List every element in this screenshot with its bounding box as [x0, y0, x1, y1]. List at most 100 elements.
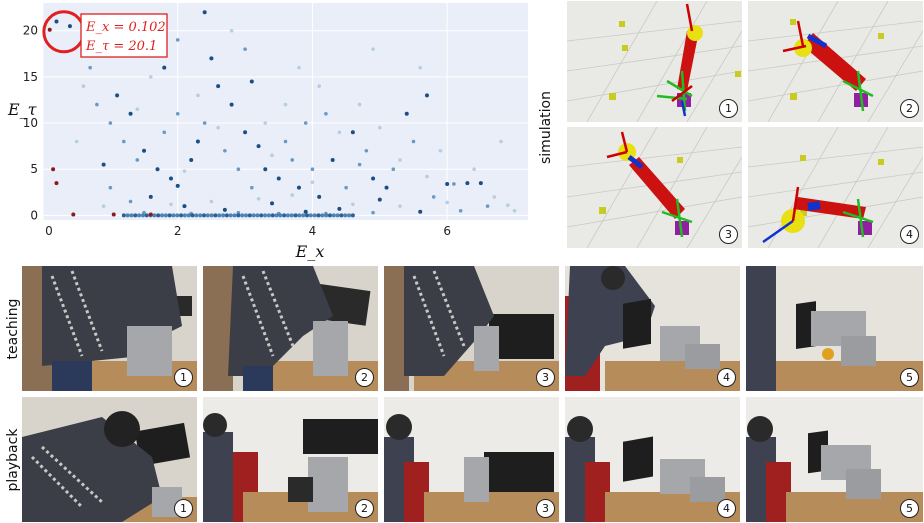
data-point	[148, 194, 153, 199]
teaching-badge-1: 1	[174, 368, 193, 387]
playback-badge-2: 2	[355, 499, 374, 518]
data-point	[297, 65, 301, 70]
data-point	[256, 144, 261, 149]
playback-photo	[384, 397, 559, 522]
data-point	[88, 65, 92, 70]
data-point	[213, 213, 218, 218]
data-point	[125, 213, 130, 218]
data-point	[398, 204, 402, 208]
data-point	[195, 139, 200, 144]
data-point	[282, 213, 287, 218]
data-point	[465, 181, 470, 186]
data-point	[162, 65, 167, 70]
data-point	[357, 102, 362, 107]
data-point	[297, 213, 302, 218]
data-point	[122, 139, 126, 144]
teaching-badge-3: 3	[536, 368, 555, 387]
data-point	[445, 181, 450, 186]
data-point	[224, 213, 229, 218]
data-point	[175, 213, 180, 218]
data-point	[54, 181, 59, 186]
data-point	[283, 139, 288, 144]
data-point	[310, 180, 315, 184]
playback-label: playback	[5, 428, 21, 492]
robot-arm-sim-image	[567, 1, 742, 122]
teaching-photo	[203, 266, 378, 391]
data-point	[54, 19, 59, 24]
teaching-frame-5: 5	[746, 266, 923, 391]
data-point	[445, 200, 449, 205]
data-point	[290, 158, 295, 162]
data-point	[364, 148, 369, 153]
data-point	[175, 112, 180, 116]
x-tick-label: 6	[443, 224, 451, 238]
data-point	[205, 213, 210, 218]
data-point	[101, 162, 106, 167]
highlight-label-etau: E_τ = 20.1	[85, 39, 157, 54]
data-point	[175, 38, 180, 42]
data-point	[121, 213, 126, 218]
x-tick-label: 2	[174, 224, 182, 238]
playback-frame-1: 1	[22, 397, 197, 522]
data-point	[249, 79, 254, 84]
data-point	[190, 213, 195, 218]
data-point	[424, 93, 429, 98]
data-point	[350, 130, 355, 135]
data-point	[144, 213, 149, 218]
data-point	[377, 197, 382, 202]
sim-panel-3: 3	[567, 127, 742, 248]
teaching-frame-1: 1	[22, 266, 197, 391]
data-point	[240, 213, 245, 218]
data-point	[411, 139, 416, 144]
simulation-label: simulation	[538, 91, 554, 164]
data-point	[108, 121, 113, 125]
data-point	[160, 213, 165, 218]
data-point	[331, 213, 336, 218]
data-point	[278, 213, 283, 218]
data-point	[167, 213, 172, 218]
teaching-label: teaching	[5, 298, 21, 360]
data-point	[202, 121, 207, 125]
teaching-badge-4: 4	[717, 368, 736, 387]
data-point	[285, 213, 290, 218]
data-point	[310, 167, 315, 172]
data-point	[222, 207, 227, 212]
data-point	[289, 213, 294, 218]
data-point	[324, 112, 328, 116]
sim-panel-4: 4	[748, 127, 923, 248]
data-point	[263, 213, 268, 218]
playback-photo	[565, 397, 740, 522]
data-point	[243, 130, 248, 135]
data-point	[259, 213, 264, 218]
data-point	[505, 203, 510, 208]
data-point	[418, 209, 423, 214]
data-point	[209, 199, 214, 204]
y-tick-label: 10	[23, 116, 38, 130]
data-point	[343, 213, 348, 218]
data-point	[276, 176, 281, 181]
teaching-frame-2: 2	[203, 266, 378, 391]
data-point	[339, 213, 344, 218]
data-point	[228, 213, 233, 218]
data-point	[492, 195, 497, 199]
data-point	[337, 206, 342, 211]
data-point	[128, 199, 133, 204]
highlight-label-ex: E_x = 0.102	[85, 20, 166, 35]
data-point	[266, 213, 271, 218]
data-point	[283, 102, 288, 107]
data-point	[216, 84, 221, 89]
data-point	[303, 121, 308, 125]
data-point	[247, 213, 252, 218]
plot-points	[47, 10, 517, 218]
data-point	[232, 213, 237, 218]
data-point	[209, 56, 214, 61]
data-point	[335, 213, 340, 218]
teaching-photo	[565, 266, 740, 391]
data-point	[179, 213, 184, 218]
data-point	[194, 213, 199, 218]
data-point	[196, 93, 200, 98]
playback-badge-3: 3	[536, 499, 555, 518]
data-point	[101, 204, 106, 208]
data-point	[163, 213, 168, 218]
data-point	[251, 213, 256, 218]
